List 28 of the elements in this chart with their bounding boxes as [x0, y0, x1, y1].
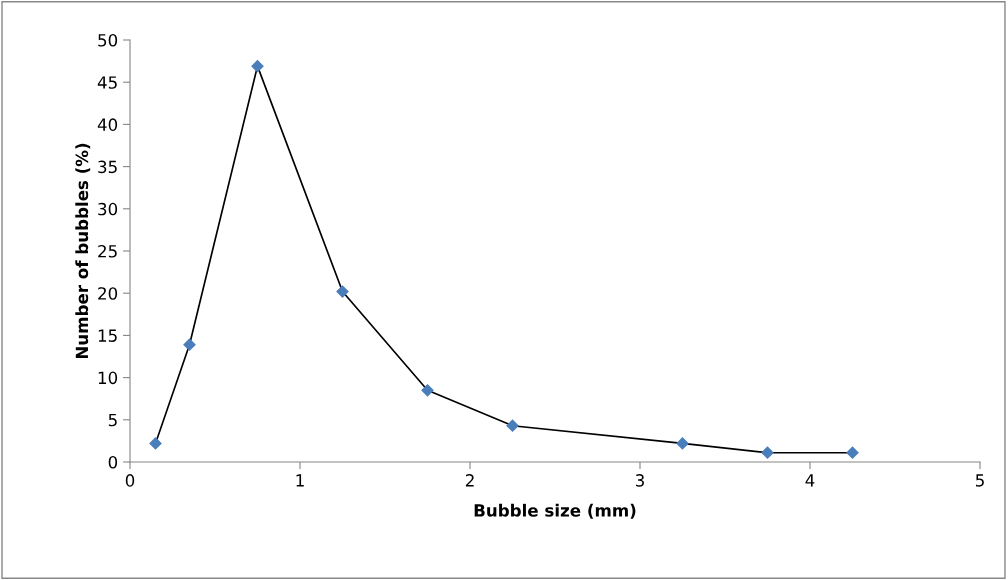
- point: [846, 446, 859, 459]
- y-tick-label: 35: [98, 160, 117, 174]
- x-tick-label: 5: [975, 474, 984, 487]
- x-tick-label: 3: [635, 474, 644, 487]
- point: [506, 419, 519, 432]
- x-axis-title: Bubble size (mm): [474, 503, 636, 519]
- y-tick-label: 5: [108, 413, 117, 427]
- y-tick-label: 15: [98, 329, 117, 342]
- point: [421, 384, 434, 397]
- x-tick-label: 1: [296, 474, 304, 487]
- y-tick-label: 45: [97, 76, 117, 89]
- y-axis-title: Number of bubbles (%): [75, 143, 91, 359]
- x-tick-label: 2: [465, 474, 474, 487]
- y-tick-label: 40: [97, 118, 118, 131]
- point: [149, 437, 162, 450]
- point: [183, 338, 196, 351]
- x-tick-label: 4: [805, 474, 815, 487]
- y-tick-label: 30: [98, 202, 118, 216]
- point: [251, 60, 264, 73]
- x-tick-label: 0: [125, 474, 135, 487]
- y-tick-label: 20: [98, 287, 118, 300]
- y-tick-label: 25: [98, 244, 117, 258]
- y-tick-label: 0: [108, 455, 118, 469]
- point: [336, 285, 349, 298]
- y-tick-label: 50: [98, 33, 118, 47]
- y-tick-label: 10: [98, 371, 118, 385]
- point: [676, 437, 689, 450]
- point: [761, 446, 774, 459]
